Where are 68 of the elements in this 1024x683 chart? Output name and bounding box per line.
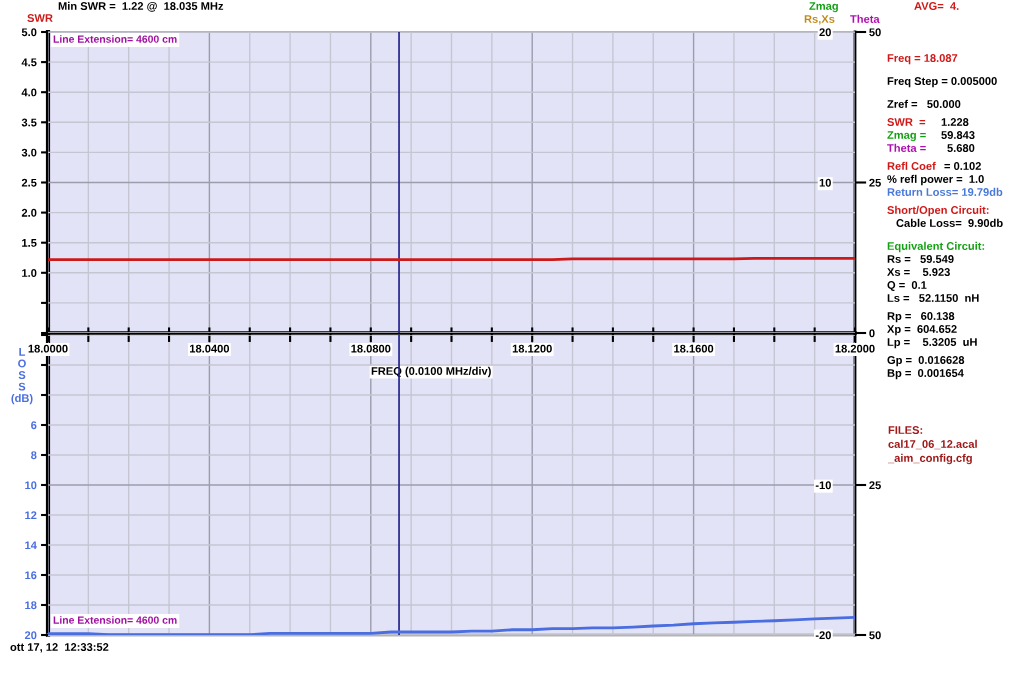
x-tick-label: 18.0800 bbox=[351, 344, 391, 353]
text: 59.843 bbox=[941, 131, 975, 139]
y2-tick-label: -20 bbox=[815, 631, 831, 640]
text: Return Loss= 19.79db bbox=[887, 187, 1003, 196]
y-tick-label: 16 bbox=[25, 571, 37, 580]
text: Rp = 60.138 bbox=[887, 312, 955, 323]
x-tick-label: 18.0400 bbox=[190, 344, 230, 353]
annotation: Line Extension= 4600 cm bbox=[53, 616, 177, 624]
text: 1.228 bbox=[941, 118, 969, 126]
text: Gp = 0.016628 bbox=[887, 356, 965, 367]
text: ott 17, 12 12:33:52 bbox=[10, 643, 109, 653]
y2-tick-label: 10 bbox=[819, 178, 831, 187]
annotation: Line Extension= 4600 cm bbox=[53, 35, 177, 43]
text: Freq Step = 0.005000 bbox=[887, 77, 997, 88]
y2-tick-label: 20 bbox=[819, 28, 831, 37]
x-tick-label: 18.1600 bbox=[674, 344, 714, 353]
text: Theta = bbox=[887, 143, 926, 152]
y-tick-label: 4.5 bbox=[21, 58, 37, 67]
y3-tick-label: 0 bbox=[869, 329, 875, 338]
text: Xs = 5.923 bbox=[887, 268, 950, 276]
text: _aim_config.cfg bbox=[887, 453, 972, 465]
text: Short/Open Circuit: bbox=[887, 205, 989, 217]
text: Cable Loss= 9.90db bbox=[896, 218, 1003, 227]
y3-tick-label: 25 bbox=[869, 481, 881, 490]
y-tick-label: 20 bbox=[24, 631, 37, 640]
y-tick-label: 2.0 bbox=[21, 208, 37, 217]
y3-tick-label: 50 bbox=[869, 28, 881, 37]
text: Lp = 5.3205 uH bbox=[887, 338, 977, 349]
y-tick-label: 12 bbox=[25, 511, 37, 520]
y-tick-label: 8 bbox=[31, 451, 37, 460]
text: SWR = bbox=[887, 118, 926, 126]
y2-axis-title: Rs,Xs bbox=[804, 15, 835, 25]
x-tick-label: 18.2000 bbox=[835, 344, 875, 353]
text: FILES: bbox=[888, 426, 923, 434]
y-axis-title: SWR bbox=[27, 14, 53, 22]
y-tick-label: 1.5 bbox=[22, 239, 37, 247]
y3-tick-label: 50 bbox=[869, 631, 881, 640]
y-tick-label: 1.0 bbox=[22, 269, 37, 277]
text: Ls = 52.1150 nH bbox=[887, 294, 979, 302]
y-tick-label: 5.0 bbox=[21, 28, 37, 37]
x-tick-label: 18.1200 bbox=[512, 344, 552, 353]
y3-axis-title: Theta bbox=[850, 14, 880, 23]
y3-tick-label: 25 bbox=[869, 178, 881, 187]
text: Zmag = bbox=[887, 131, 926, 142]
y-tick-label: 2.5 bbox=[21, 178, 37, 187]
y-tick-label: 10 bbox=[25, 481, 37, 490]
y-tick-label: 3.5 bbox=[21, 118, 37, 127]
y2-tick-label: -10 bbox=[815, 481, 831, 490]
y-tick-label: 14 bbox=[25, 541, 37, 550]
text: Freq = 18.087 bbox=[887, 54, 958, 65]
text: Zref = 50.000 bbox=[887, 99, 961, 108]
text: Equivalent Circuit: bbox=[887, 241, 985, 253]
text: Zmag bbox=[809, 2, 838, 13]
text: % refl power = 1.0 bbox=[887, 174, 984, 186]
text: Refl Coef bbox=[887, 161, 936, 170]
text: Bp = 0.001654 bbox=[887, 369, 964, 380]
y-tick-label: 3.0 bbox=[21, 148, 37, 157]
y-tick-label: 18 bbox=[25, 601, 37, 610]
text: Q = 0.1 bbox=[887, 281, 927, 292]
text: Xp = 604.652 bbox=[887, 325, 957, 336]
text: cal17_06_12.acal bbox=[888, 439, 977, 450]
y-tick-label: 6 bbox=[31, 421, 37, 430]
text: Rs = 59.549 bbox=[887, 255, 954, 263]
y-tick-label: 4.0 bbox=[21, 88, 37, 97]
chart-title: Min SWR = 1.22 @ 18.035 MHz bbox=[58, 1, 224, 12]
text: 5.680 bbox=[947, 144, 975, 152]
text: AVG= 4. bbox=[914, 2, 959, 10]
text: = 0.102 bbox=[944, 162, 981, 170]
